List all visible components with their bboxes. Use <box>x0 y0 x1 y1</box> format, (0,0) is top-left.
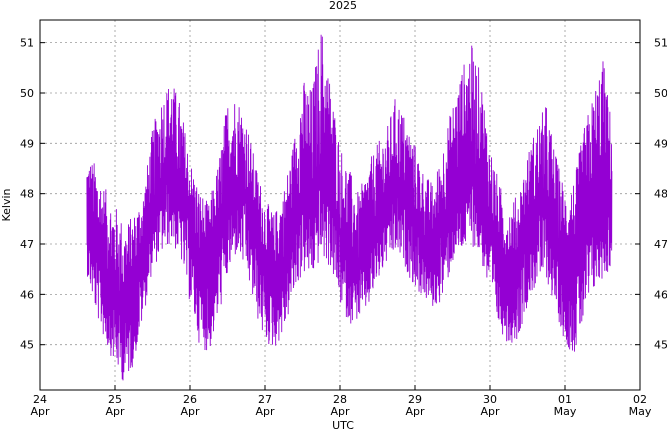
x-tick-label-month: Apr <box>480 405 500 418</box>
x-tick-label-month: Apr <box>105 405 125 418</box>
y-tick-label-left: 47 <box>20 238 34 251</box>
x-tick-label-month: May <box>629 405 652 418</box>
chart-title: 2025 <box>329 0 357 12</box>
x-tick-label-day: 02 <box>633 393 647 406</box>
x-tick-label-day: 30 <box>483 393 497 406</box>
x-tick-label-month: Apr <box>255 405 275 418</box>
x-tick-label-month: Apr <box>330 405 350 418</box>
series-line <box>86 34 613 381</box>
y-tick-label-right: 50 <box>654 87 667 100</box>
x-tick-label-month: Apr <box>30 405 50 418</box>
y-tick-label-right: 48 <box>654 188 667 201</box>
x-tick-label-day: 25 <box>108 393 122 406</box>
x-axis-title: UTC <box>332 419 354 432</box>
y-tick-label-right: 46 <box>654 288 667 301</box>
y-tick-label-right: 51 <box>654 37 667 50</box>
x-tick-label-month: Apr <box>405 405 425 418</box>
y-tick-label-left: 48 <box>20 188 34 201</box>
y-axis-title: Kelvin <box>0 188 13 221</box>
x-tick-label-day: 29 <box>408 393 422 406</box>
x-tick-label-month: Apr <box>180 405 200 418</box>
y-tick-label-left: 50 <box>20 87 34 100</box>
x-tick-label-month: May <box>554 405 577 418</box>
x-tick-label-day: 24 <box>33 393 47 406</box>
x-tick-label-day: 27 <box>258 393 272 406</box>
series-temperature <box>86 34 613 381</box>
y-tick-label-right: 49 <box>654 137 667 150</box>
y-tick-label-left: 51 <box>20 37 34 50</box>
y-tick-label-right: 47 <box>654 238 667 251</box>
y-tick-label-left: 49 <box>20 137 34 150</box>
y-tick-label-left: 46 <box>20 288 34 301</box>
x-tick-label-day: 28 <box>333 393 347 406</box>
y-tick-label-right: 45 <box>654 339 667 352</box>
x-tick-label-day: 26 <box>183 393 197 406</box>
x-tick-label-day: 01 <box>558 393 572 406</box>
y-tick-label-left: 45 <box>20 339 34 352</box>
